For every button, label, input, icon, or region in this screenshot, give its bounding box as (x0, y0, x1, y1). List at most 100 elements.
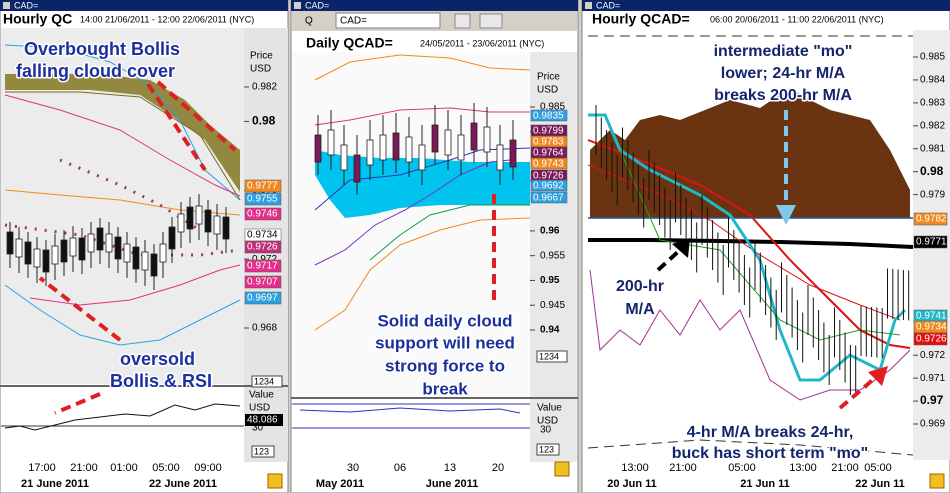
annotation: buck has short term "mo" (672, 445, 869, 462)
indicator-area (1, 388, 244, 460)
price-tag (530, 191, 568, 204)
time-label: 21:00 (669, 462, 697, 474)
time-label: 01:00 (110, 462, 138, 474)
cloud-edge (5, 91, 241, 201)
price-tag (530, 157, 568, 170)
price-tick: 0.972 (252, 254, 277, 265)
date-range: 06:00 20/06/2011 - 11:00 22/06/2011 (NYC… (710, 14, 884, 24)
candle-body (204, 209, 212, 233)
price-tag-label: 0.9741 (916, 311, 947, 322)
price-tag-label: 0.9746 (247, 209, 278, 220)
window-titlebar (0, 0, 288, 11)
time-label: 17:00 (28, 462, 56, 474)
price-tick: 0.968 (252, 323, 277, 334)
candle-body (392, 132, 400, 161)
candle-body (42, 249, 50, 273)
annotation: Overbought Bollis (24, 39, 180, 59)
date-label: 21 June 2011 (21, 478, 89, 490)
candle-body (159, 243, 167, 263)
nav-icon[interactable] (929, 473, 945, 489)
arrow-head (776, 205, 796, 225)
symbol-box[interactable] (335, 12, 441, 29)
arrow (838, 376, 877, 410)
annotation: strong force to (385, 356, 505, 375)
axis-header: USD (250, 64, 271, 75)
candle-body (177, 213, 185, 233)
price-tick: 0.985 (920, 52, 945, 63)
candle-body (51, 245, 59, 265)
window-titlebar (291, 0, 578, 11)
time-label: 05:00 (728, 462, 756, 474)
candle-body (509, 139, 517, 168)
price-tag-label: 0.9782 (916, 214, 947, 225)
candle-body (87, 233, 95, 253)
price-tick: 0.98 (252, 114, 276, 128)
candle-body (496, 144, 504, 171)
price-tick: 0.969 (920, 419, 945, 430)
arrow (656, 248, 682, 272)
window-icon (3, 2, 10, 9)
price-tag-label: 0.9692 (533, 181, 564, 192)
ma-line (4, 94, 241, 197)
sub-header: Value (537, 403, 562, 414)
candle-body (186, 206, 194, 230)
nav-icon[interactable] (554, 461, 570, 477)
axis-header: Price (537, 72, 560, 83)
pink-band (314, 107, 530, 126)
price-tag (244, 259, 282, 273)
ma-4 (588, 113, 907, 382)
toolbar-label: Q (305, 16, 313, 27)
candle-body (123, 243, 131, 263)
candle-body (327, 129, 335, 156)
nav-icon[interactable] (267, 473, 283, 489)
price-tag (244, 179, 282, 193)
arrow (156, 80, 237, 152)
cloud (5, 74, 240, 192)
candle-body (150, 253, 158, 277)
arrow (54, 392, 101, 415)
indicator-line (299, 407, 521, 414)
price-tick: 0.955 (540, 250, 565, 261)
price-tick: 0.98 (920, 164, 944, 178)
price-tag-label: 0.9734 (916, 322, 947, 333)
candle-body (15, 238, 23, 258)
time-label: 05:00 (864, 462, 892, 474)
annotation: Bollis & RSI (110, 371, 212, 391)
toolbar-button[interactable] (479, 13, 503, 29)
window-titlebar (582, 0, 950, 11)
price-tag (530, 179, 568, 192)
price-tick: 0.94 (540, 325, 560, 336)
candle-body (405, 136, 413, 163)
price-tag (244, 275, 282, 289)
price-tag-label: 0.9726 (533, 171, 564, 182)
window-title: CAD= (305, 0, 329, 10)
arrow (146, 82, 207, 172)
candle-body (195, 205, 203, 225)
sub-header: USD (537, 416, 558, 427)
scale-box (536, 443, 560, 456)
time-label: 20 (492, 462, 504, 474)
price-tick: 0.96 (540, 226, 560, 237)
date-label: 20 Jun 11 (607, 478, 657, 490)
price-tag-label: 0.9777 (247, 181, 278, 192)
candle-body (114, 236, 122, 260)
price-tag (244, 240, 282, 254)
toolbar-button[interactable] (454, 13, 471, 29)
annotation: breaks 200-hr M/A (714, 87, 852, 104)
window-icon (585, 2, 592, 9)
price-tag (913, 235, 948, 249)
date-label: 22 Jun 11 (855, 478, 905, 490)
price-tick: 0.95 (540, 275, 560, 286)
axis-header: Price (250, 51, 273, 62)
sub-header: USD (249, 403, 270, 414)
candle-body (60, 239, 68, 263)
time-label: 06 (394, 462, 406, 474)
candle-body (222, 216, 230, 240)
candle-body (431, 124, 439, 153)
sub-tick: 30 (540, 425, 552, 436)
price-tag-label: 0.9743 (533, 159, 564, 170)
chart-title: Hourly QCAD= (592, 11, 690, 27)
candle-body (470, 122, 478, 151)
time-label: 21:00 (831, 462, 859, 474)
